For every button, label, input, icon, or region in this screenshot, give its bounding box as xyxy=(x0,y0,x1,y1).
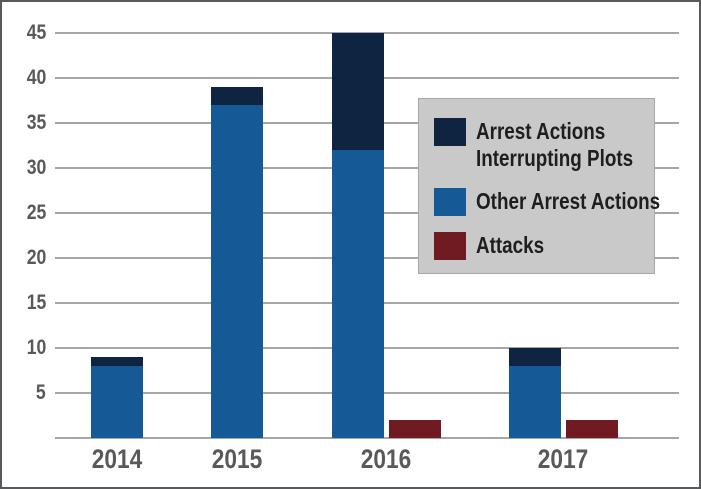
y-tick-label-15: 15 xyxy=(26,291,46,315)
legend-swatch-red xyxy=(434,232,466,260)
y-tick-label-40: 40 xyxy=(26,66,46,90)
legend-item-other-arrest-actions: Other Arrest Actions xyxy=(434,188,660,216)
x-tick-label-2016: 2016 xyxy=(360,444,412,474)
legend-swatch-blue xyxy=(434,188,466,216)
x-axis-baseline xyxy=(55,437,679,439)
y-tick-label-35: 35 xyxy=(26,111,46,135)
x-tick-label-2014: 2014 xyxy=(91,444,143,474)
bar-2016-arrest-actions-interrupting-plots xyxy=(332,33,384,151)
legend-label-other-arrest-actions: Other Arrest Actions xyxy=(476,188,661,214)
y-tick-label-30: 30 xyxy=(26,156,46,180)
bar-2017-other-arrest-actions xyxy=(509,366,561,438)
bar-2014-arrest-actions-interrupting-plots xyxy=(91,357,143,367)
legend-label-arrest-actions-interrupting-plots: Arrest Actions Interrupting Plots xyxy=(476,118,634,171)
bar-2016-attacks xyxy=(389,420,441,438)
y-tick-label-25: 25 xyxy=(26,201,46,225)
bar-2016-other-arrest-actions xyxy=(332,150,384,438)
legend: Arrest Actions Interrupting Plots Other … xyxy=(418,98,660,274)
bar-2014-other-arrest-actions xyxy=(91,366,143,438)
y-tick-label-5: 5 xyxy=(36,381,46,405)
legend-item-attacks: Attacks xyxy=(434,232,654,260)
y-tick-label-45: 45 xyxy=(26,21,46,45)
y-tick-label-20: 20 xyxy=(26,246,46,270)
legend-swatch-navy xyxy=(434,118,466,146)
x-tick-label-2015: 2015 xyxy=(211,444,263,474)
legend-item-arrest-actions-interrupting-plots: Arrest Actions Interrupting Plots xyxy=(434,118,654,172)
bar-2017-arrest-actions-interrupting-plots xyxy=(509,348,561,367)
bar-2015-other-arrest-actions xyxy=(211,105,263,438)
legend-label-attacks: Attacks xyxy=(476,232,545,258)
bar-2017-attacks xyxy=(566,420,618,438)
y-tick-label-10: 10 xyxy=(26,336,46,360)
x-tick-label-2017: 2017 xyxy=(537,444,589,474)
bar-2015-arrest-actions-interrupting-plots xyxy=(211,87,263,106)
